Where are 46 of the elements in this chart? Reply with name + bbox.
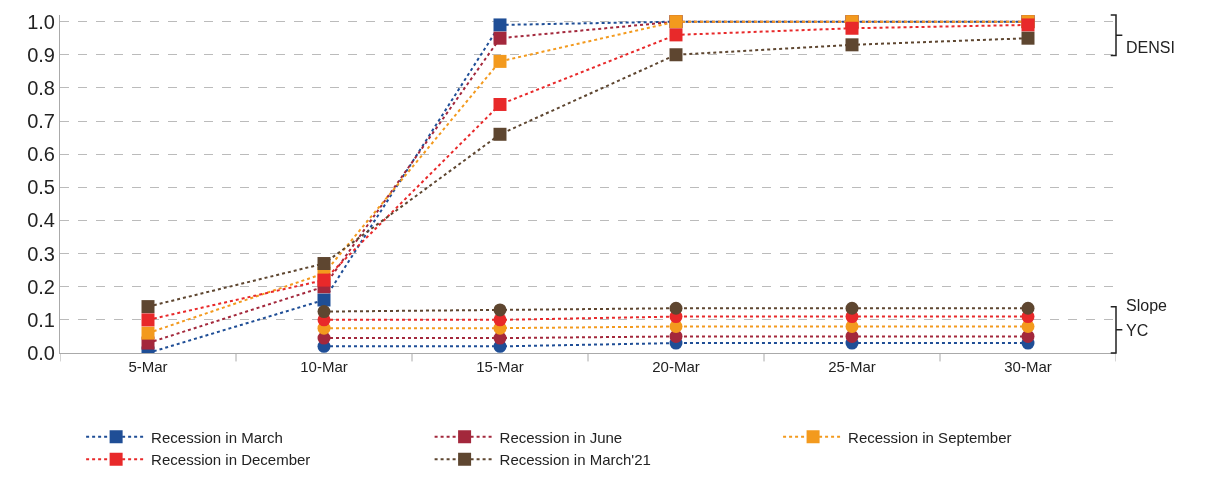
x-tick-label: 10-Mar xyxy=(300,358,348,375)
point xyxy=(493,54,507,68)
legend-label: Recession in September xyxy=(848,428,1012,446)
y-tick-label: 0.6 xyxy=(27,143,55,166)
point xyxy=(141,313,155,327)
y-tick-label: 0.5 xyxy=(27,176,55,199)
y-tick-label: 0.3 xyxy=(27,242,55,265)
y-tick-label: 0.8 xyxy=(27,76,55,99)
point xyxy=(317,257,331,271)
point xyxy=(493,18,507,32)
point xyxy=(493,303,507,317)
point xyxy=(669,301,683,315)
x-tick-label: 15-Mar xyxy=(476,358,524,375)
text: Slope xyxy=(1126,297,1168,314)
point xyxy=(141,326,155,340)
point xyxy=(317,293,331,307)
point xyxy=(845,21,859,35)
x-tick-label: 5-Mar xyxy=(128,358,168,375)
point xyxy=(317,305,331,319)
y-tick-label: 0.7 xyxy=(27,110,55,133)
point xyxy=(141,300,155,314)
point xyxy=(669,28,683,42)
y-tick-label: 0.2 xyxy=(27,275,55,298)
x-tick-label: 30-Mar xyxy=(1004,358,1052,375)
point xyxy=(317,273,331,287)
y-tick-label: 0.9 xyxy=(27,43,55,66)
legend-label: Recession in June xyxy=(499,428,623,446)
legend-label: Recession in March xyxy=(151,428,283,446)
y-tick-label: 0.1 xyxy=(27,308,55,331)
y-tick-label: 0.0 xyxy=(27,342,55,364)
legend-label: Recession in March'21 xyxy=(499,451,651,469)
point xyxy=(845,301,859,315)
x-tick-label: 20-Mar xyxy=(652,358,700,375)
y-tick-label: 0.4 xyxy=(27,209,55,232)
text: YC xyxy=(1126,322,1149,339)
point xyxy=(493,127,507,141)
point xyxy=(493,31,507,45)
text: DENSI xyxy=(1126,39,1175,56)
point xyxy=(669,48,683,62)
point xyxy=(493,97,507,111)
point xyxy=(1021,301,1035,315)
point xyxy=(845,38,859,52)
point xyxy=(1021,31,1035,45)
legend-label: Recession in December xyxy=(151,451,311,469)
x-tick-label: 25-Mar xyxy=(828,358,876,375)
y-tick-label: 1.0 xyxy=(27,10,55,33)
